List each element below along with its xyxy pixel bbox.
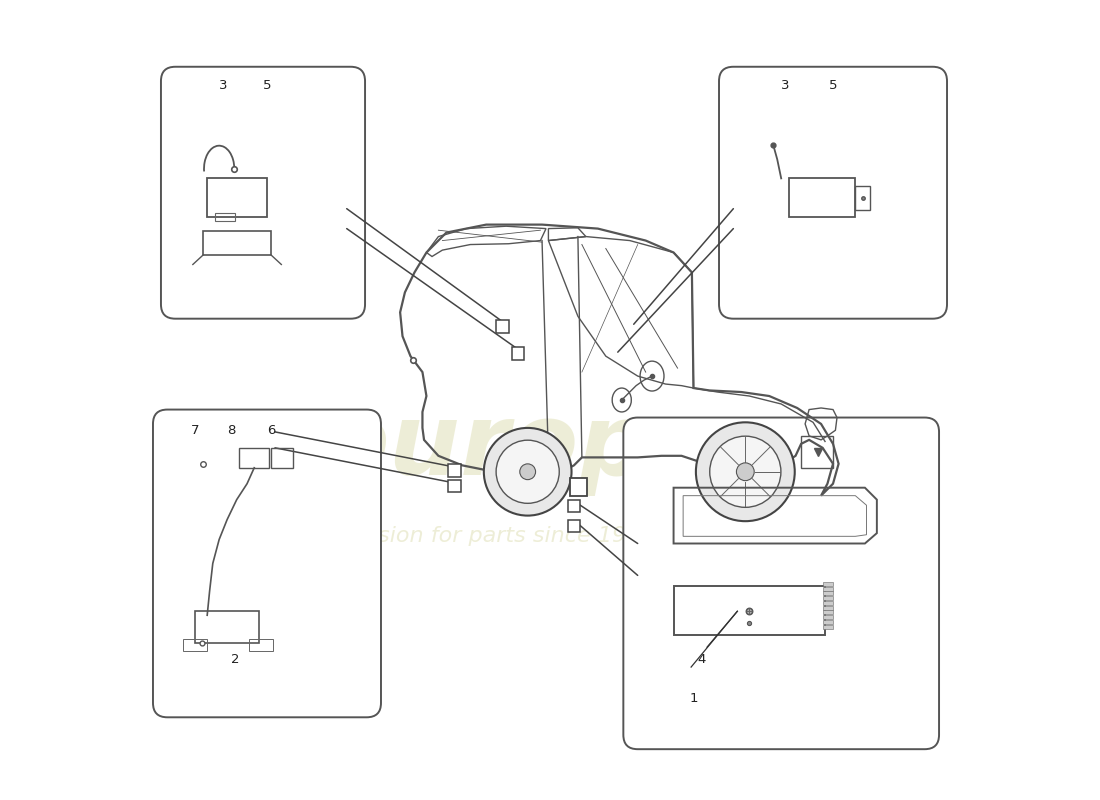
Circle shape [520, 464, 536, 480]
Bar [271, 448, 294, 468]
Bar [824, 582, 833, 586]
Text: 7: 7 [191, 424, 199, 437]
Text: 5: 5 [263, 78, 272, 91]
Bar [824, 596, 833, 600]
Bar [250, 639, 274, 651]
Text: 4: 4 [697, 653, 706, 666]
Bar [673, 586, 825, 635]
Bar [824, 620, 833, 624]
Bar [824, 625, 833, 629]
Bar [195, 611, 258, 643]
Bar [184, 639, 207, 651]
Bar [824, 606, 833, 610]
FancyBboxPatch shape [624, 418, 939, 749]
Bar [239, 448, 270, 468]
Circle shape [484, 428, 572, 515]
Bar [568, 500, 581, 513]
Bar [824, 610, 833, 614]
Bar [496, 320, 508, 333]
Text: 6: 6 [267, 424, 275, 437]
Bar [824, 591, 833, 595]
Text: 3: 3 [781, 78, 790, 91]
Bar [824, 615, 833, 619]
Text: 2: 2 [231, 653, 240, 666]
Bar [448, 480, 461, 493]
Bar [512, 347, 525, 360]
Text: 3: 3 [219, 78, 228, 91]
Text: 5: 5 [828, 78, 837, 91]
Bar [855, 186, 870, 210]
Bar [448, 464, 461, 477]
Circle shape [696, 422, 794, 521]
Circle shape [736, 463, 755, 481]
Bar [824, 601, 833, 605]
Bar [824, 586, 833, 590]
FancyBboxPatch shape [153, 410, 381, 718]
Bar [801, 436, 833, 468]
Text: 8: 8 [227, 424, 235, 437]
Text: europ: europ [322, 399, 651, 496]
Bar [216, 213, 235, 221]
Bar [570, 478, 587, 496]
Bar [568, 519, 581, 532]
FancyBboxPatch shape [719, 66, 947, 318]
Text: 1: 1 [690, 693, 697, 706]
FancyBboxPatch shape [161, 66, 365, 318]
Bar [204, 231, 271, 255]
Circle shape [496, 440, 559, 503]
Bar [207, 178, 267, 217]
Circle shape [710, 436, 781, 507]
Text: a passion for parts since 1983: a passion for parts since 1983 [318, 526, 654, 546]
Bar [789, 178, 855, 217]
